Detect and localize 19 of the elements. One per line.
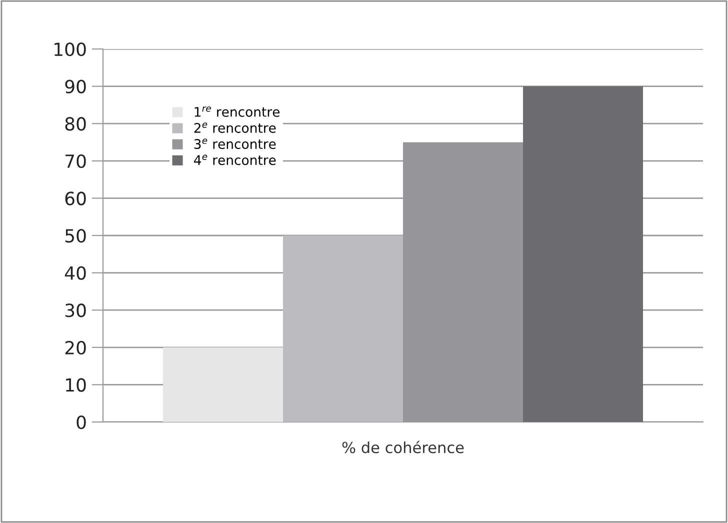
legend-label: 3$^{e}$ rencontre: [194, 138, 276, 150]
y-tick-label: 60: [65, 192, 86, 206]
y-tick-label: 80: [65, 117, 86, 131]
x-tick-label: % de cohérence: [342, 440, 464, 454]
bar: [163, 347, 283, 422]
y-tick-label: 20: [65, 340, 86, 355]
y-tick-label: 30: [65, 304, 86, 318]
legend-label: 4$^{e}$ rencontre: [194, 154, 276, 166]
y-tick-label: 90: [65, 80, 86, 94]
legend-label: 1$^{re}$ rencontre: [194, 106, 280, 117]
y-tick-label: 100: [54, 42, 86, 56]
y-tick-label: 50: [65, 228, 86, 243]
y-tick-label: 70: [66, 154, 86, 168]
y-tick-label: 0: [76, 415, 86, 430]
bar: [523, 86, 643, 422]
y-tick-label: 10: [66, 378, 86, 392]
legend-label: 2$^{e}$ rencontre: [194, 122, 276, 133]
bar: [283, 236, 403, 422]
y-tick-label: 40: [64, 266, 86, 280]
